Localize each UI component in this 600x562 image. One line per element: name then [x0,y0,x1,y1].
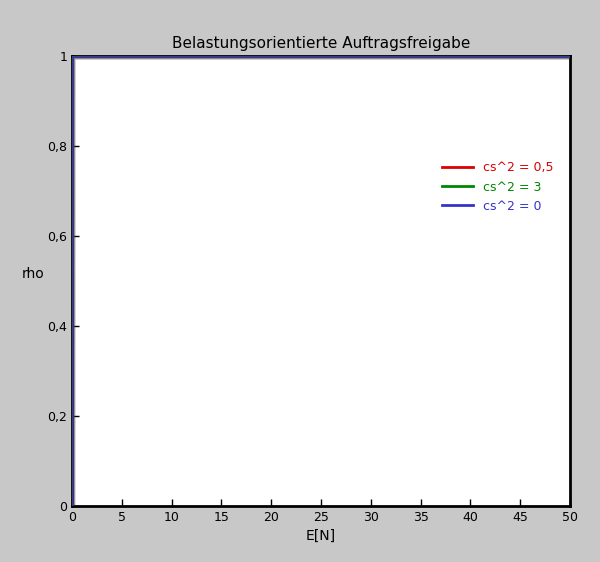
Title: Belastungsorientierte Auftragsfreigabe: Belastungsorientierte Auftragsfreigabe [172,36,470,51]
X-axis label: E[N]: E[N] [306,529,336,543]
Y-axis label: rho: rho [22,267,44,281]
Legend: cs^2 = 0,5, cs^2 = 3, cs^2 = 0: cs^2 = 0,5, cs^2 = 3, cs^2 = 0 [442,161,554,213]
